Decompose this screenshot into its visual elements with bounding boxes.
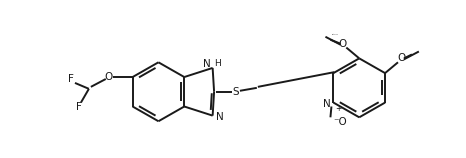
Text: F: F (76, 101, 82, 112)
Text: F: F (68, 74, 74, 84)
Text: H: H (215, 58, 221, 67)
Text: N: N (203, 59, 211, 69)
Text: methoxy1: methoxy1 (332, 34, 339, 35)
Text: O: O (398, 53, 406, 63)
Text: O: O (105, 72, 113, 82)
Text: +: + (336, 103, 342, 112)
Text: N: N (322, 99, 330, 109)
Text: ⁻O: ⁻O (333, 117, 347, 127)
Text: N: N (216, 112, 223, 122)
Text: O: O (338, 39, 346, 49)
Text: S: S (233, 87, 239, 97)
